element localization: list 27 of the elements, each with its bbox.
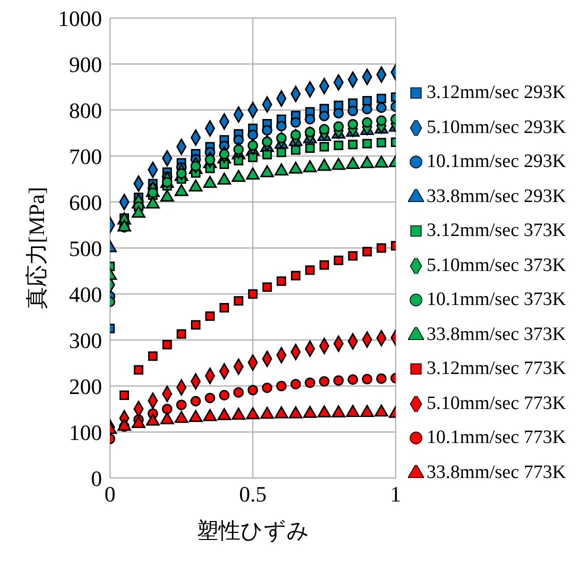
legend-label: 10.1mm/sec 773K xyxy=(426,426,566,450)
legend-label: 33.8mm/sec 373K xyxy=(426,322,566,346)
y-tick-label: 600 xyxy=(69,190,102,215)
legend-label: 10.1mm/sec 373K xyxy=(426,288,566,312)
y-tick-label: 200 xyxy=(69,374,102,399)
x-tick-label: 0.5 xyxy=(239,482,267,507)
legend-label: 3.12mm/sec 373K xyxy=(426,219,566,243)
y-tick-label: 800 xyxy=(69,98,102,123)
legend-label: 5.10mm/sec 773K xyxy=(426,392,566,416)
y-axis-title: 真応力[MPa] xyxy=(23,186,49,312)
x-tick-label: 1 xyxy=(390,482,402,507)
x-axis-title: 塑性ひずみ xyxy=(196,518,310,543)
legend-label: 5.10mm/sec 373K xyxy=(426,254,566,278)
y-tick-label: 700 xyxy=(69,144,102,169)
legend-label: 33.8mm/sec 773K xyxy=(426,460,566,484)
y-tick-label: 400 xyxy=(69,282,102,307)
legend-label: 3.12mm/sec 293K xyxy=(426,81,566,105)
legend-label: 3.12mm/sec 773K xyxy=(426,357,566,381)
y-tick-label: 500 xyxy=(69,236,102,261)
y-tick-label: 0 xyxy=(91,466,102,491)
legend-label: 33.8mm/sec 293K xyxy=(426,184,566,208)
legend-label: 10.1mm/sec 293K xyxy=(426,150,566,174)
legend-label: 5.10mm/sec 293K xyxy=(426,116,566,140)
y-tick-label: 300 xyxy=(69,328,102,353)
y-tick-label: 1000 xyxy=(58,6,102,31)
y-tick-label: 900 xyxy=(69,52,102,77)
y-tick-label: 100 xyxy=(69,420,102,445)
